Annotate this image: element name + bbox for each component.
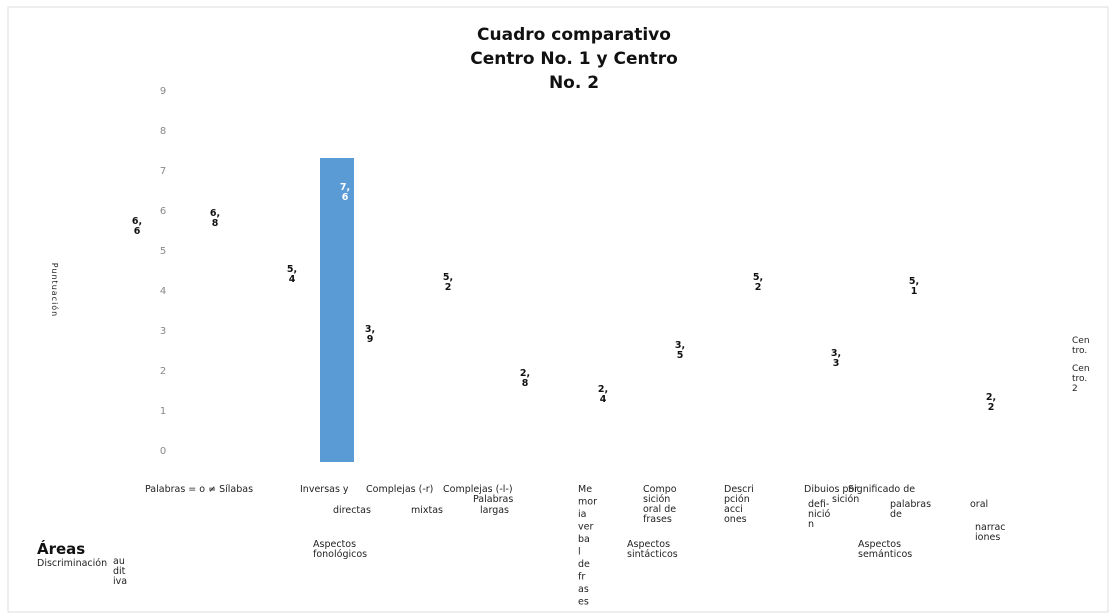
data-label: 5, 2 (753, 272, 763, 293)
bar (320, 158, 354, 462)
axis-text: Dibuios por (804, 484, 858, 495)
axis-text: Palabras = o ≠ Sílabas (145, 484, 253, 495)
axis-text: Inversas y (300, 484, 349, 495)
axis-text: Aspectos fonológicos (313, 539, 367, 560)
y-tick-label: 1 (160, 406, 166, 417)
y-tick-label: 4 (160, 286, 166, 297)
axis-text: Aspectos semánticos (858, 539, 912, 560)
chart-frame (7, 6, 1109, 613)
axis-text: mixtas (411, 505, 443, 516)
data-label: 2, 8 (520, 368, 530, 389)
data-label: 5, 4 (287, 264, 297, 285)
axis-text: Complejas (-r) (366, 484, 433, 495)
y-tick-label: 7 (160, 166, 166, 177)
legend-label: Cen tro. 2 (1072, 364, 1090, 394)
data-label: 5, 2 (443, 272, 453, 293)
y-tick-label: 5 (160, 246, 166, 257)
data-label: 3, 9 (365, 324, 375, 345)
data-label: 3, 5 (675, 340, 685, 361)
y-tick-label: 0 (160, 446, 166, 457)
axis-text: Significado de (848, 484, 915, 495)
y-tick-label: 2 (160, 366, 166, 377)
axis-text: directas (333, 505, 371, 516)
axis-text: Aspectos sintácticos (627, 539, 678, 560)
y-tick-label: 8 (160, 126, 166, 137)
axis-text: narrac iones (975, 522, 1006, 543)
data-label: 6, 8 (210, 208, 220, 229)
axis-text: oral (970, 499, 988, 510)
y-tick-label: 3 (160, 326, 166, 337)
axis-text: au dit iva (113, 556, 127, 587)
axis-text: Me mor ia ver ba l de fr as es (578, 484, 597, 608)
data-label: 5, 1 (909, 276, 919, 297)
axis-text: Descri pción acci ones (724, 484, 754, 525)
legend-label: Cen tro. (1072, 336, 1090, 356)
data-label: 6, 6 (132, 216, 142, 237)
data-label: 2, 4 (598, 384, 608, 405)
y-tick-label: 6 (160, 206, 166, 217)
chart-title: Cuadro comparativo Centro No. 1 y Centro N… (470, 25, 678, 93)
data-label: 2, 2 (986, 392, 996, 413)
axis-text: Compo sición oral de frases (643, 484, 677, 525)
axis-text: largas (480, 505, 509, 516)
axis-text: palabras de (890, 499, 931, 520)
axis-text: sición (832, 494, 859, 505)
axis-text: Palabras (473, 494, 513, 505)
data-label: 7, 6 (340, 182, 350, 203)
data-label: 3, 3 (831, 348, 841, 369)
axis-text: Complejas (-l-) (443, 484, 513, 495)
axis-text: Discriminación (37, 558, 107, 569)
axis-text: defi-nició n (808, 499, 831, 530)
areas-label: Áreas (37, 539, 85, 558)
y-axis-label: Puntuación (50, 263, 60, 318)
y-tick-label: 9 (160, 86, 166, 97)
